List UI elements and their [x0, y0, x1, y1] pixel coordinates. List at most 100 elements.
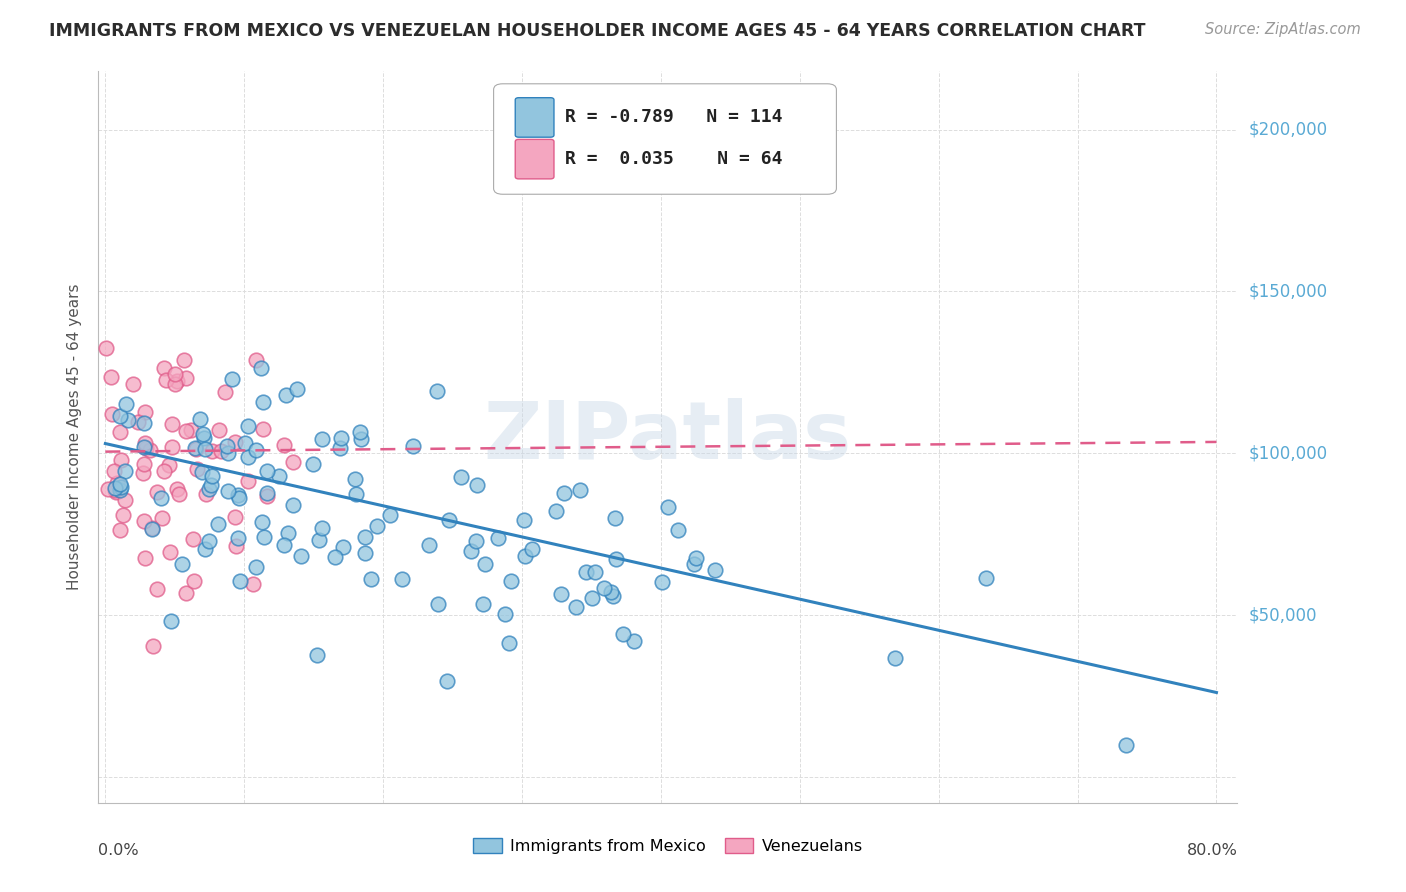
Point [117, 413, 139, 427]
Text: Source: ZipAtlas.com: Source: ZipAtlas.com [1205, 22, 1361, 37]
Point [250, 515, 273, 529]
Text: $100,000: $100,000 [1249, 444, 1327, 462]
Point [568, 483, 591, 498]
Y-axis label: Householder Income Ages 45 - 64 years: Householder Income Ages 45 - 64 years [67, 284, 83, 591]
Point [127, 415, 149, 429]
Point [184, 441, 207, 455]
Point [186, 462, 208, 476]
Point [173, 352, 195, 367]
Point [332, 540, 354, 554]
Point [391, 572, 413, 586]
Point [250, 360, 273, 375]
Point [197, 482, 219, 496]
Point [252, 422, 274, 436]
Point [194, 442, 217, 456]
Point [141, 522, 163, 536]
Point [460, 543, 482, 558]
Point [308, 533, 330, 547]
Point [380, 508, 402, 522]
Point [238, 475, 260, 489]
Text: $50,000: $50,000 [1249, 606, 1317, 624]
Point [236, 450, 259, 465]
Point [224, 435, 246, 450]
Point [884, 650, 907, 665]
Point [666, 523, 689, 537]
Point [104, 483, 127, 497]
Point [110, 480, 132, 494]
Point [150, 511, 173, 525]
Point [450, 470, 472, 484]
Point [277, 525, 299, 540]
Point [165, 376, 187, 391]
Point [111, 508, 134, 522]
Point [217, 439, 239, 453]
Point [188, 412, 211, 426]
Point [349, 425, 371, 439]
Text: $150,000: $150,000 [1249, 283, 1327, 301]
Point [256, 486, 278, 500]
Point [194, 542, 217, 557]
Point [467, 477, 489, 491]
Point [544, 504, 567, 518]
Point [575, 565, 598, 579]
Point [583, 565, 606, 579]
Point [110, 452, 132, 467]
Text: 80.0%: 80.0% [1187, 843, 1237, 858]
Point [134, 417, 156, 431]
Point [160, 417, 183, 432]
Point [245, 559, 267, 574]
Point [134, 435, 156, 450]
Point [651, 575, 673, 590]
FancyBboxPatch shape [515, 98, 554, 137]
Point [142, 639, 165, 653]
Point [236, 419, 259, 434]
Point [114, 396, 136, 410]
Point [221, 372, 243, 386]
Point [283, 498, 305, 512]
Point [139, 443, 162, 458]
Point [623, 633, 645, 648]
Point [108, 409, 131, 424]
Point [160, 441, 183, 455]
Point [285, 382, 308, 396]
Point [159, 545, 181, 559]
Point [245, 442, 267, 457]
Point [612, 627, 634, 641]
Point [360, 572, 382, 586]
Point [105, 475, 128, 490]
Point [157, 458, 180, 473]
Point [209, 444, 232, 458]
Point [166, 374, 188, 388]
Point [132, 514, 155, 528]
Point [97, 482, 120, 496]
Point [217, 484, 239, 499]
Point [225, 539, 247, 553]
Point [114, 464, 136, 478]
Point [273, 537, 295, 551]
Point [593, 582, 616, 596]
Point [108, 483, 131, 497]
Point [181, 532, 204, 546]
Point [269, 468, 291, 483]
Point [1115, 738, 1137, 752]
Point [167, 487, 190, 501]
Point [110, 523, 132, 537]
Text: R = -0.789   N = 114: R = -0.789 N = 114 [565, 109, 783, 127]
Point [522, 541, 544, 556]
Point [218, 446, 240, 460]
Point [976, 571, 998, 585]
Point [437, 513, 460, 527]
Point [201, 468, 224, 483]
Point [163, 368, 186, 382]
Point [436, 674, 458, 689]
Legend: Immigrants from Mexico, Venezuelans: Immigrants from Mexico, Venezuelans [467, 831, 869, 861]
Point [224, 510, 246, 524]
Point [581, 591, 603, 606]
Point [159, 614, 181, 628]
Point [226, 531, 249, 545]
Point [152, 361, 174, 376]
Point [122, 376, 145, 391]
FancyBboxPatch shape [494, 84, 837, 194]
Point [276, 388, 298, 402]
Point [132, 466, 155, 480]
